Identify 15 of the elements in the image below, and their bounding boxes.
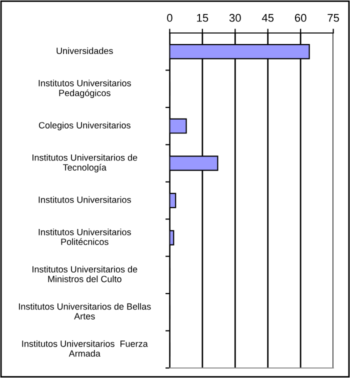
y-tick-label: Universidades: [56, 47, 113, 54]
x-tick-label: 0: [167, 14, 172, 22]
y-tick-label: Institutos Universitarios de Ministros del Culto: [32, 266, 138, 282]
x-tick-label: 60: [294, 14, 306, 22]
y-tick-label: Institutos Universitarios: [38, 196, 131, 203]
x-tick-label: 75: [328, 14, 340, 22]
y-tick-label: Institutos Universitarios Politécnicos: [38, 228, 131, 246]
x-tick-label: 45: [262, 14, 274, 22]
y-tick-label: Institutos Universitarios de Bellas Artes: [18, 303, 151, 320]
y-tick-label: Institutos Universitarios Fuerza Armada: [22, 340, 148, 357]
x-tick-label: 30: [229, 14, 241, 22]
y-tick-label: Institutos Universitarios Pedagógicos: [38, 80, 131, 98]
x-tick-label: 15: [197, 14, 208, 22]
y-tick-label: Colegios Universitarios: [38, 122, 130, 130]
y-tick-label: Institutos Universitarios de Tecnología: [32, 154, 138, 172]
